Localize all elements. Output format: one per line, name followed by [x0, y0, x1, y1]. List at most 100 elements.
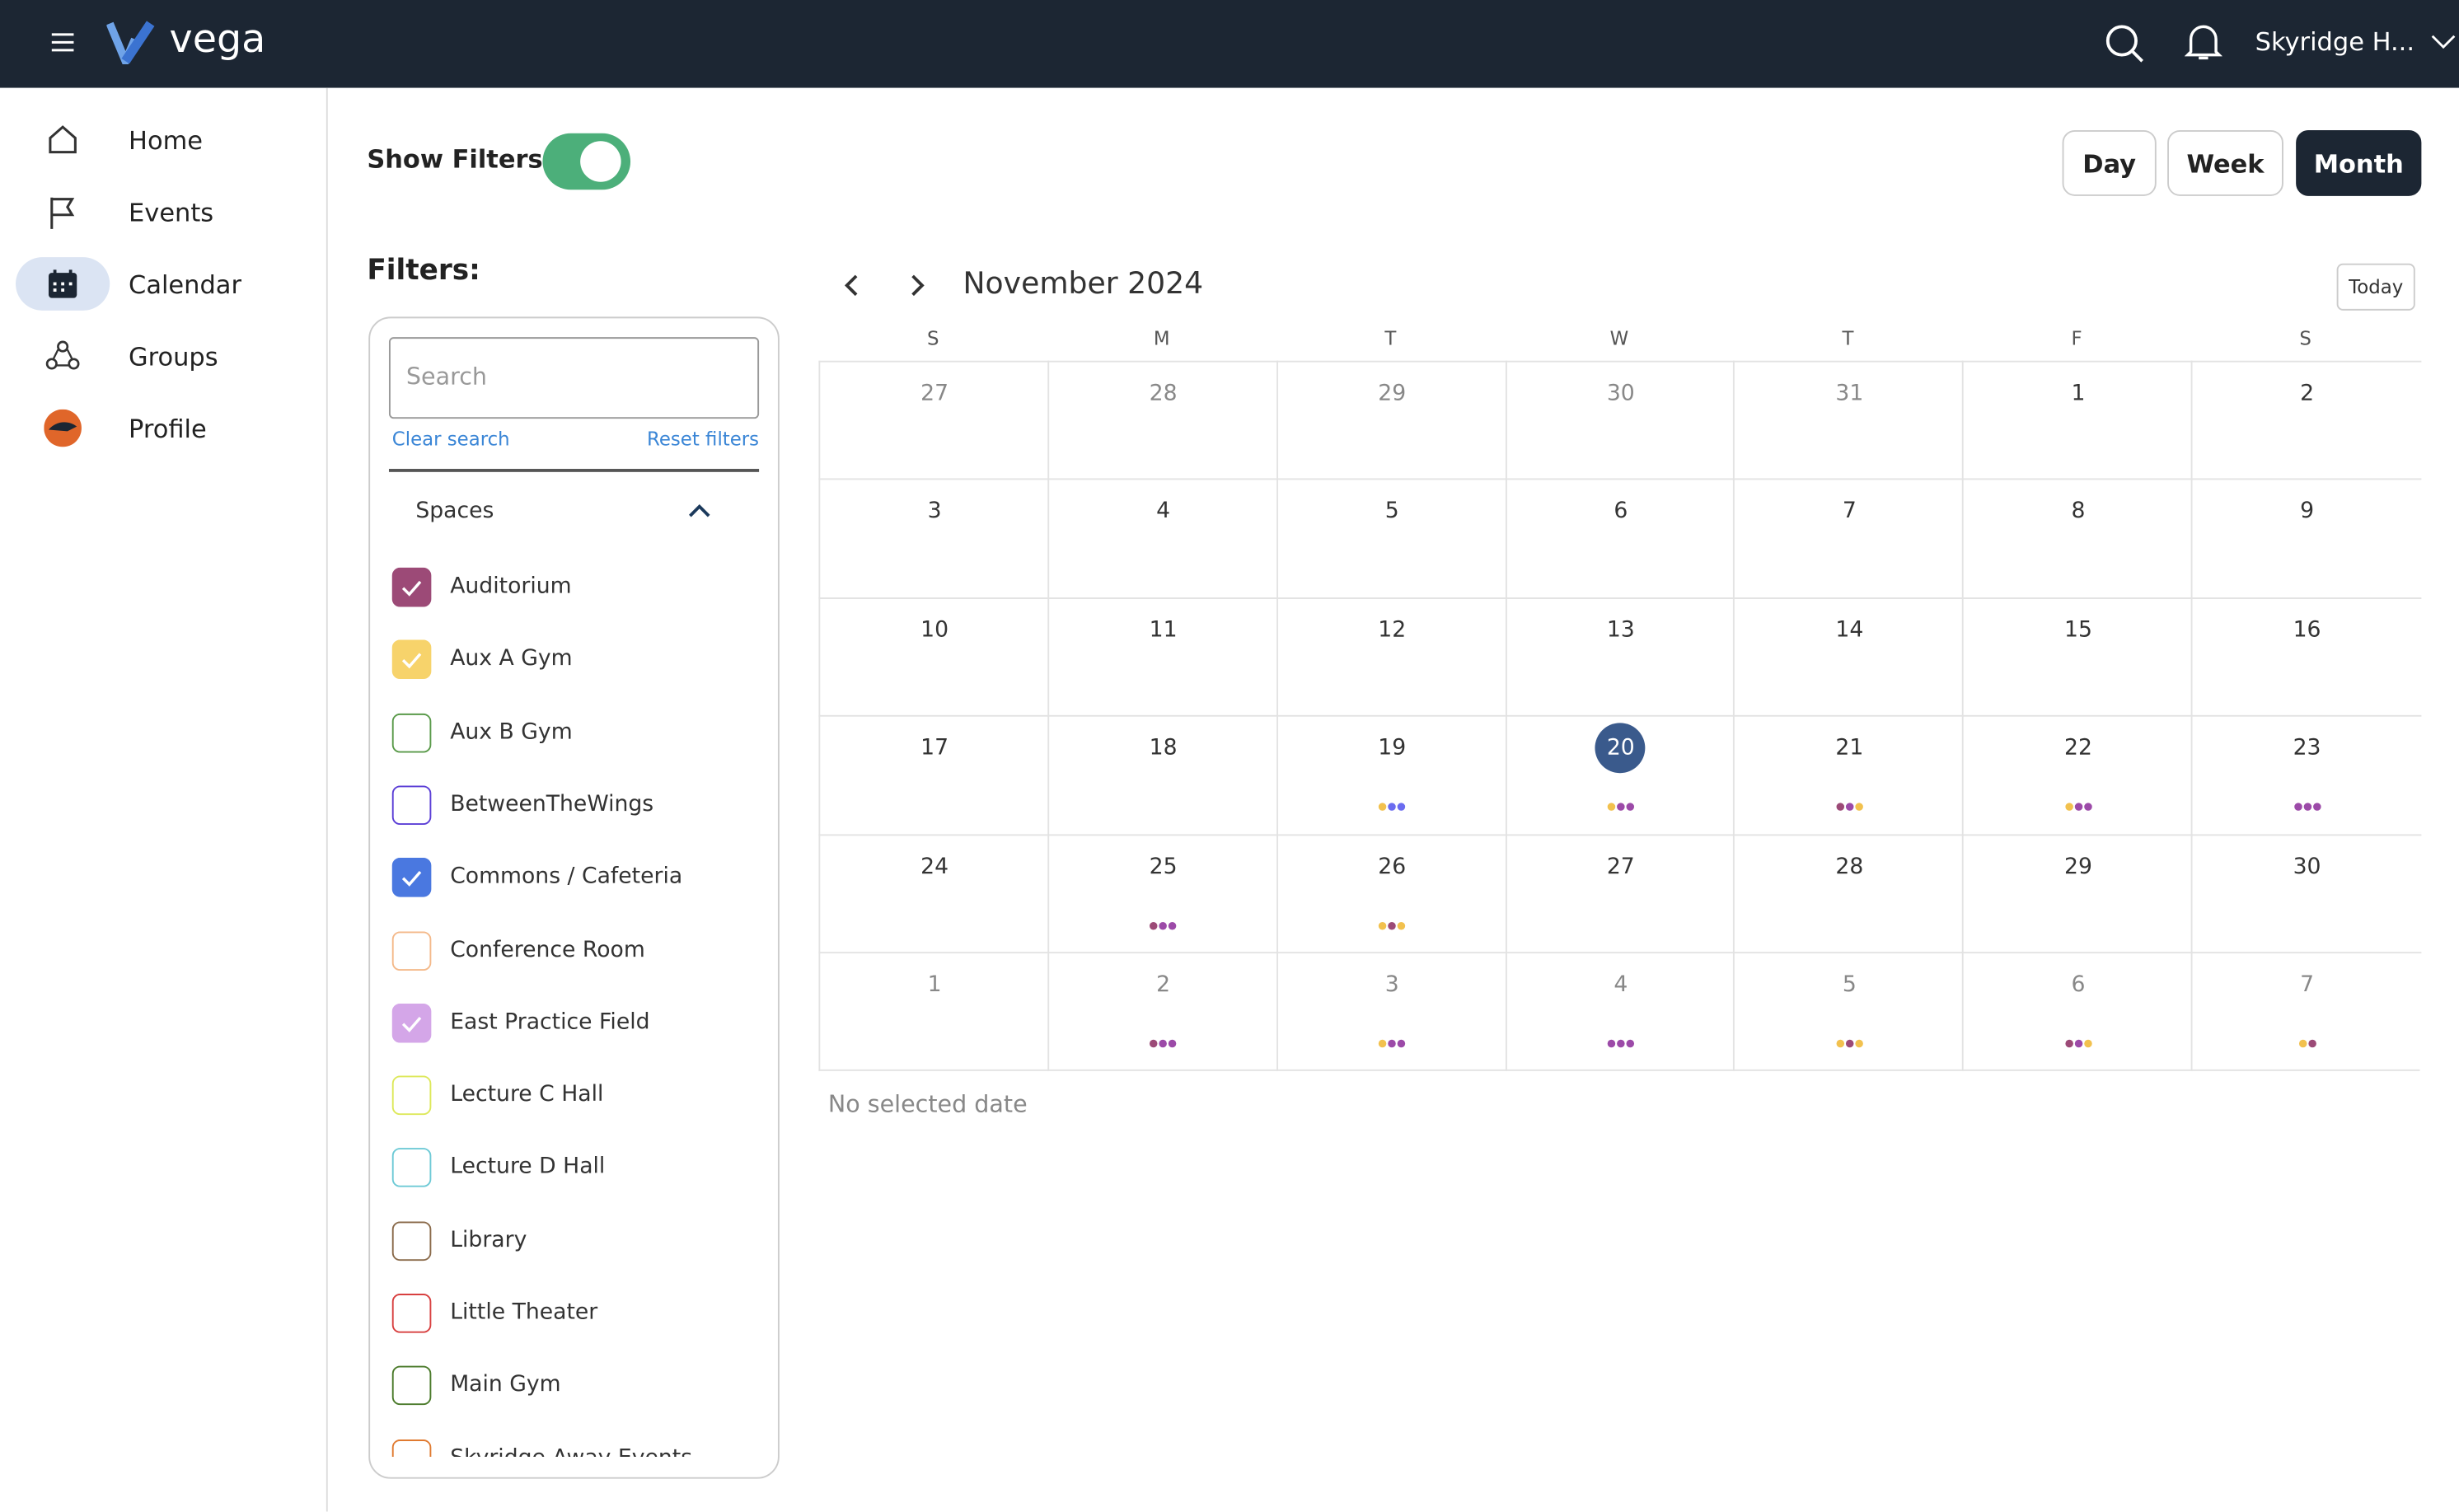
grid-bottom [818, 1070, 2419, 1072]
space-label: Lecture D Hall [450, 1154, 605, 1179]
nav-item[interactable]: Calendar [16, 257, 314, 311]
day-cell[interactable]: 23 [2191, 715, 2421, 835]
day-cell[interactable]: 20 [1505, 715, 1735, 835]
weekday: S [818, 328, 1047, 350]
event-dot [1846, 1040, 1854, 1048]
nav-icon [44, 410, 82, 447]
checkbox[interactable] [392, 1221, 432, 1261]
checkbox[interactable] [392, 713, 432, 752]
user-menu[interactable]: Skyridge H... [2255, 26, 2415, 56]
day-cell[interactable]: 6 [1962, 952, 2192, 1071]
nav-item[interactable]: Events [16, 185, 314, 239]
prev-month[interactable] [841, 273, 863, 297]
day-cell[interactable]: 29 [1962, 834, 2192, 953]
day-cell[interactable]: 22 [1962, 715, 2192, 835]
event-dot [1388, 921, 1396, 929]
checkbox[interactable] [392, 785, 432, 825]
day-cell[interactable]: 21 [1734, 715, 1964, 835]
checkbox[interactable] [392, 930, 432, 970]
day-cell[interactable]: 18 [1047, 715, 1277, 835]
day-cell[interactable]: 5 [1734, 952, 1964, 1071]
filter-toggle[interactable] [542, 133, 630, 190]
view-button[interactable]: Week [2167, 130, 2283, 196]
day-cell[interactable]: 25 [1047, 834, 1277, 953]
day-cell[interactable]: 2 [1047, 952, 1277, 1071]
event-dot [1398, 1040, 1406, 1048]
day-cell[interactable]: 29 [1276, 361, 1506, 480]
space-label: Conference Room [450, 937, 645, 962]
checkbox[interactable] [392, 1366, 432, 1406]
check [394, 642, 430, 678]
nav-label: Events [129, 198, 213, 227]
nav-item[interactable]: Home [16, 113, 314, 166]
view-button[interactable]: Day [2063, 130, 2157, 196]
checkbox[interactable] [392, 1294, 432, 1333]
day-cell[interactable]: 9 [2191, 479, 2421, 598]
day-number: 21 [1735, 736, 1965, 761]
day-cell[interactable]: 19 [1276, 715, 1506, 835]
day-cell[interactable]: 24 [818, 834, 1048, 953]
space-label: BetweenTheWings [450, 792, 653, 817]
day-cell[interactable]: 27 [1505, 834, 1735, 953]
next-month[interactable] [906, 273, 929, 297]
search-icon[interactable] [2105, 24, 2145, 64]
day-number: 27 [820, 381, 1049, 405]
day-cell[interactable]: 11 [1047, 597, 1277, 717]
event-dot [1836, 1040, 1844, 1048]
checkbox[interactable] [392, 1149, 432, 1188]
day-number: 15 [1964, 617, 2193, 642]
day-cell[interactable]: 16 [2191, 597, 2421, 717]
nav-label: Profile [129, 414, 207, 443]
day-cell[interactable]: 26 [1276, 834, 1506, 953]
event-dots [1506, 1040, 1735, 1048]
day-cell[interactable]: 3 [1276, 952, 1506, 1071]
day-cell[interactable]: 8 [1962, 479, 2192, 598]
day-cell[interactable]: 27 [818, 361, 1048, 480]
nav-label: Home [129, 125, 203, 155]
menu-icon[interactable] [50, 30, 75, 54]
checkbox[interactable] [392, 568, 432, 607]
bell-icon[interactable] [2185, 22, 2222, 63]
checkbox[interactable] [392, 858, 432, 897]
day-cell[interactable]: 7 [1734, 479, 1964, 598]
day-cell[interactable]: 31 [1734, 361, 1964, 480]
day-number: 12 [1277, 617, 1506, 642]
day-number: 24 [820, 854, 1049, 878]
nav-item[interactable]: Groups [16, 330, 314, 383]
day-cell[interactable]: 2 [2191, 361, 2421, 480]
view-button[interactable]: Month [2296, 130, 2421, 196]
day-cell[interactable]: 3 [818, 479, 1048, 598]
checkbox[interactable] [392, 640, 432, 680]
nav-item[interactable]: Profile [16, 401, 314, 455]
day-cell[interactable]: 1 [1962, 361, 2192, 480]
event-dot [1617, 1040, 1625, 1048]
day-cell[interactable]: 15 [1962, 597, 2192, 717]
day-cell[interactable]: 7 [2191, 952, 2421, 1071]
day-cell[interactable]: 28 [1047, 361, 1277, 480]
day-number: 29 [1964, 854, 2193, 878]
event-dots [1049, 1040, 1278, 1048]
day-number: 13 [1506, 617, 1735, 642]
event-dots [1735, 1040, 1965, 1048]
day-cell[interactable]: 1 [818, 952, 1048, 1071]
checkbox[interactable] [392, 1439, 432, 1457]
checkbox[interactable] [392, 1076, 432, 1116]
day-cell[interactable]: 5 [1276, 479, 1506, 598]
day-cell[interactable]: 17 [818, 715, 1048, 835]
day-cell[interactable]: 30 [1505, 361, 1735, 480]
day-number: 19 [1277, 736, 1506, 761]
today-button[interactable]: Today [2337, 264, 2415, 311]
day-cell[interactable]: 14 [1734, 597, 1964, 717]
checkbox[interactable] [392, 1004, 432, 1043]
day-cell[interactable]: 4 [1505, 952, 1735, 1071]
event-dot [1169, 1040, 1177, 1048]
day-cell[interactable]: 4 [1047, 479, 1277, 598]
day-cell[interactable]: 10 [818, 597, 1048, 717]
day-cell[interactable]: 28 [1734, 834, 1964, 953]
day-cell[interactable]: 6 [1505, 479, 1735, 598]
day-cell[interactable]: 13 [1505, 597, 1735, 717]
event-dot [1608, 803, 1616, 812]
day-cell[interactable]: 30 [2191, 834, 2421, 953]
day-cell[interactable]: 12 [1276, 597, 1506, 717]
weekday: S [2191, 328, 2420, 350]
